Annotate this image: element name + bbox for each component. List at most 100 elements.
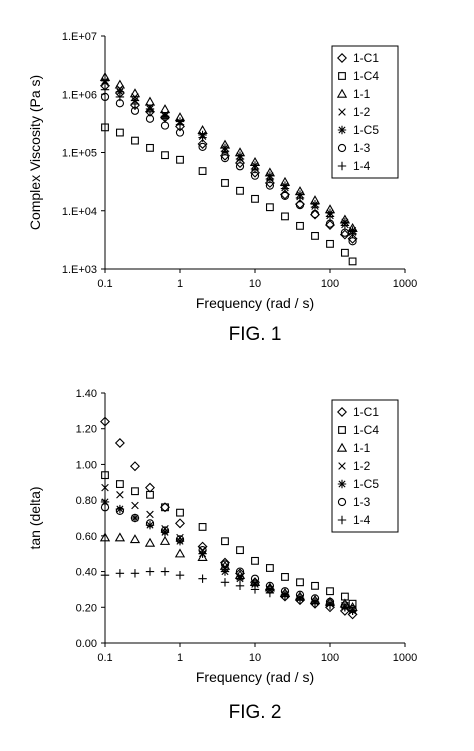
data-point [325, 219, 335, 230]
legend-marker [338, 108, 346, 116]
data-point [115, 506, 125, 515]
data-point [311, 581, 319, 590]
data-point [115, 569, 125, 578]
legend-marker [337, 479, 347, 489]
legend-marker [337, 53, 347, 63]
data-point [235, 154, 245, 164]
data-point [326, 587, 334, 596]
data-point [250, 167, 260, 178]
data-point [280, 592, 290, 601]
figure-caption: FIG. 2 [229, 702, 282, 723]
data-point [348, 257, 357, 266]
x-tick-label: 1 [177, 278, 183, 290]
data-point [251, 194, 259, 203]
data-point [145, 107, 155, 116]
data-point [130, 99, 140, 109]
legend-marker [337, 515, 347, 525]
data-point [235, 581, 245, 591]
data-point [220, 557, 230, 568]
data-point [296, 578, 304, 587]
data-point [145, 567, 155, 576]
data-point [131, 487, 139, 496]
data-point [145, 520, 155, 530]
y-tick-label: 1.00 [76, 459, 97, 471]
data-point [198, 167, 207, 175]
data-point [115, 92, 125, 102]
data-point [220, 147, 230, 156]
y-tick-label: 1.40 [76, 388, 97, 400]
data-point [176, 155, 184, 164]
data-point [220, 578, 230, 587]
data-point [100, 497, 110, 507]
data-point [160, 502, 170, 513]
data-point [161, 151, 169, 160]
series-1-4 [100, 85, 357, 239]
data-point [348, 606, 357, 616]
data-point [265, 588, 275, 598]
legend-label: 1-C1 [353, 51, 379, 65]
data-point [236, 546, 244, 555]
data-point [129, 88, 141, 98]
data-point [100, 503, 110, 512]
y-tick-label: 0.00 [76, 638, 97, 650]
legend-box [331, 399, 399, 533]
data-point [347, 233, 358, 244]
x-tick-label: 0.1 [97, 652, 112, 664]
data-point [265, 174, 275, 184]
data-point [146, 510, 154, 519]
data-point [221, 537, 229, 546]
data-point [197, 551, 208, 561]
data-point [296, 221, 304, 230]
legend-label: 1-C5 [353, 123, 379, 137]
data-point [198, 133, 207, 142]
data-point [220, 567, 230, 576]
data-point [348, 229, 357, 239]
legend-marker [337, 125, 347, 135]
data-point [175, 535, 185, 544]
data-point [175, 537, 185, 546]
data-point [161, 503, 169, 512]
y-tick-label: 1.E+03 [62, 264, 97, 276]
data-point [145, 519, 155, 528]
figure-1: 0.1 1 10 100 1000 1.E+03 1.E+04 1.E+05 1.E+06 1.E… [27, 31, 417, 345]
data-point [325, 601, 335, 610]
data-point [310, 203, 320, 212]
data-point [250, 579, 260, 589]
data-point [100, 85, 110, 94]
series-1-C1 [100, 80, 358, 244]
legend-marker [337, 407, 347, 417]
legend-label: 1-3 [353, 141, 371, 155]
data-point [221, 179, 229, 187]
data-point [281, 212, 289, 221]
legend-marker [336, 88, 348, 98]
data-point [146, 490, 154, 499]
data-point [197, 139, 208, 149]
data-point [100, 570, 110, 580]
data-point [250, 574, 260, 583]
data-point [160, 526, 170, 535]
data-point [116, 491, 124, 499]
legend-marker [338, 72, 346, 80]
data-point [340, 221, 350, 230]
legend-marker [336, 442, 348, 452]
data-point [114, 438, 125, 448]
data-point [100, 416, 110, 427]
x-axis-label: Frequency (rad / s) [196, 295, 314, 311]
data-point [175, 518, 185, 529]
data-point [198, 523, 207, 531]
data-point [250, 164, 260, 174]
legend-label: 1-C4 [353, 69, 379, 83]
data-point [115, 87, 125, 97]
data-point [236, 186, 244, 195]
x-tick-label: 100 [321, 278, 339, 290]
data-point [198, 574, 207, 583]
y-tick-label: 0.80 [76, 495, 97, 507]
y-tick-label: 0.40 [76, 567, 97, 579]
x-tick-label: 1 [177, 652, 183, 664]
data-point [265, 564, 274, 572]
y-tick-label: 0.60 [76, 531, 97, 543]
data-point [235, 162, 245, 171]
legend-marker [338, 462, 346, 470]
data-point [235, 567, 245, 576]
data-point [175, 570, 185, 580]
